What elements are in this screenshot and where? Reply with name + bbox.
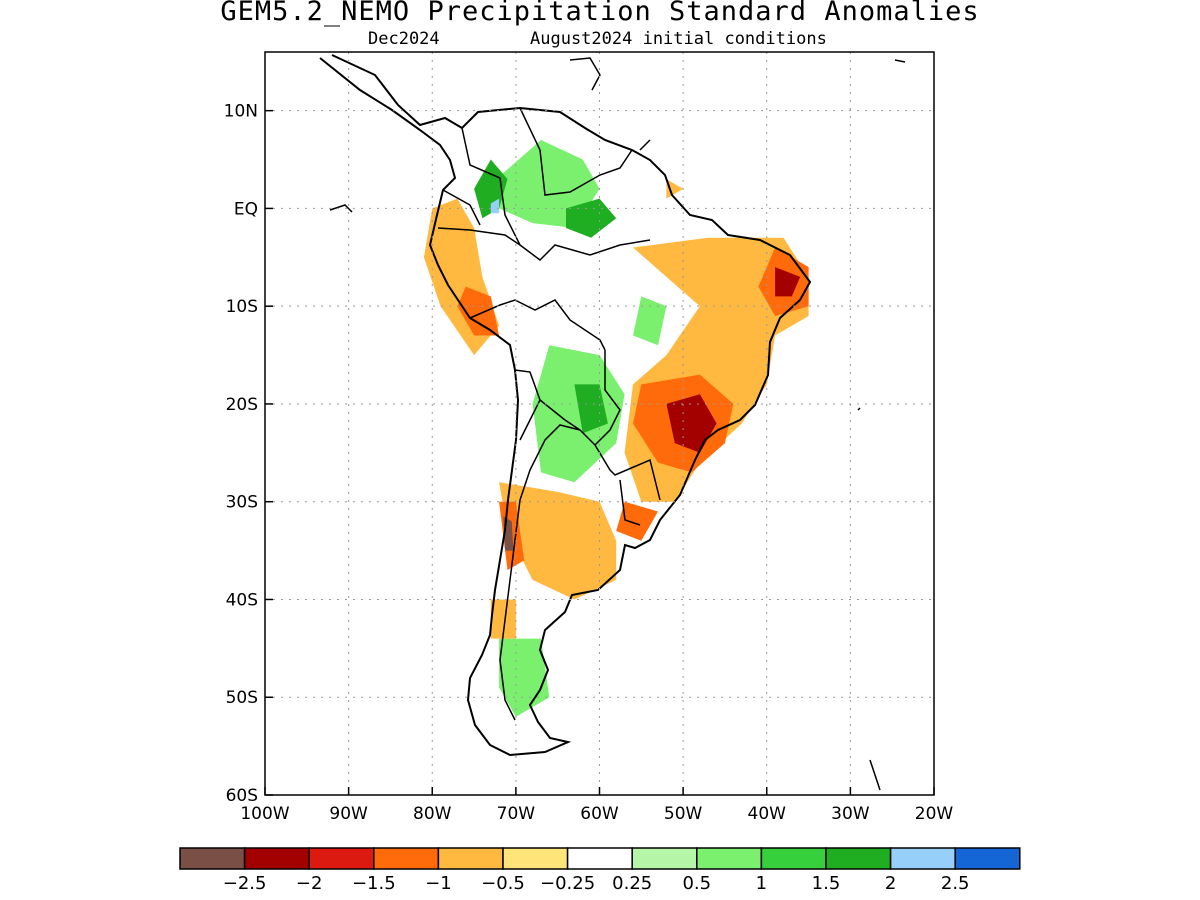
colorbar: −2.5 −2 −1.5 −1 −0.5 −0.25 0.25 0.5 1 1.5 2 2.5 [179, 847, 1021, 894]
south-america-coastline [319, 54, 812, 757]
anomaly-region-2 [633, 296, 667, 346]
lat-tick-label: 20S [226, 395, 258, 415]
lon-tick-label: 90W [329, 804, 368, 824]
anomaly-fill-layer [423, 140, 809, 717]
lat-tick-label: 10S [226, 297, 258, 317]
colorbar-swatch-0 [179, 847, 246, 870]
colorbar-swatch-4 [437, 847, 504, 870]
colorbar-swatch-1 [243, 847, 310, 870]
country-borders [437, 107, 661, 721]
colorbar-label: −1.5 [352, 873, 396, 894]
colorbar-label: 2.5 [941, 873, 970, 894]
anomaly-region-0 [490, 140, 600, 228]
lon-tick-label: 50W [664, 804, 703, 824]
lat-tick-label: 60S [226, 786, 258, 806]
lon-tick-label: 30W [831, 804, 870, 824]
anomaly-region-10 [490, 599, 516, 639]
colorbar-swatch-10 [825, 847, 892, 870]
coastline-layer [319, 54, 906, 791]
lon-tick-label: 70W [497, 804, 536, 824]
lon-tick-label: 20W [915, 804, 954, 824]
colorbar-swatch-2 [308, 847, 375, 870]
anomaly-region-16 [616, 501, 658, 541]
anomaly-region-17 [666, 394, 717, 453]
anomaly-region-18 [775, 267, 801, 297]
colorbar-label: −2.5 [223, 873, 267, 894]
colorbar-swatch-9 [760, 847, 827, 870]
colorbar-swatch-3 [373, 847, 440, 870]
axis-labels: 100W 90W 80W 70W 60W 50W 40W 30W 20W 10N EQ 10S 20S 3… [224, 102, 954, 824]
colorbar-swatch-5 [502, 847, 569, 870]
colorbar-swatch-6 [566, 847, 633, 870]
forecast-month: Dec2024 [368, 29, 440, 49]
lat-tick-label: 10N [224, 102, 258, 122]
colorbar-swatch-11 [889, 847, 956, 870]
colorbar-label: −0.25 [540, 873, 595, 894]
lat-tick-label: 40S [226, 590, 258, 610]
colorbar-label: −1 [425, 873, 452, 894]
colorbar-swatch-7 [631, 847, 698, 870]
colorbar-label: 2 [885, 873, 896, 894]
central-america-islands [329, 57, 906, 791]
colorbar-label: 1.5 [812, 873, 841, 894]
colorbar-label: 0.25 [612, 873, 652, 894]
colorbar-swatch-12 [954, 847, 1021, 870]
colorbar-label: 0.5 [682, 873, 711, 894]
anomaly-region-9 [499, 482, 617, 600]
lon-tick-label: 40W [748, 804, 787, 824]
chart-title: GEM5.2_NEMO Precipitation Standard Anoma… [220, 0, 980, 27]
colorbar-swatch-8 [696, 847, 763, 870]
anomaly-region-3 [499, 638, 550, 717]
initial-conditions-label: August2024 initial conditions [530, 29, 827, 49]
anomaly-region-20 [490, 198, 500, 214]
anomaly-region-1 [532, 345, 625, 483]
lat-tick-label: 50S [226, 688, 258, 708]
lat-tick-label: 30S [226, 493, 258, 513]
lat-tick-label: EQ [234, 199, 258, 219]
lon-tick-label: 60W [580, 804, 619, 824]
lon-tick-label: 80W [413, 804, 452, 824]
colorbar-label: −2 [296, 873, 323, 894]
anomaly-region-4 [474, 159, 508, 219]
anomaly-region-12 [457, 286, 500, 336]
colorbar-label: 1 [756, 873, 767, 894]
colorbar-label: −0.5 [481, 873, 525, 894]
lon-tick-label: 100W [240, 804, 289, 824]
